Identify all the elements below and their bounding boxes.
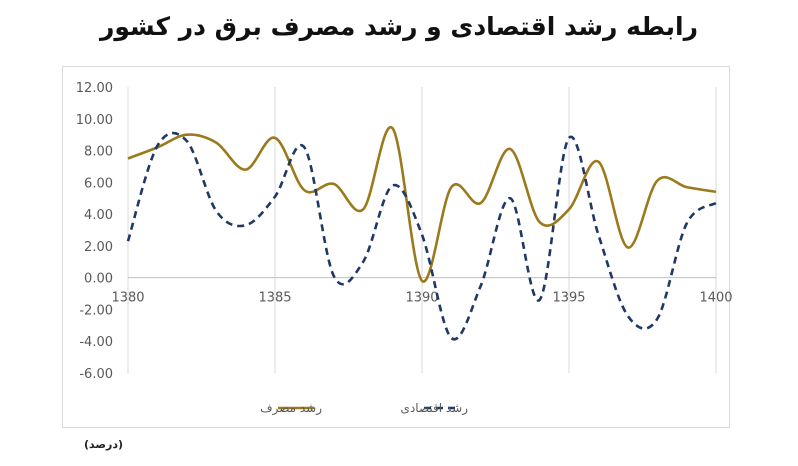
y-tick-labels: -6.00 -4.00 -2.00 0.00 2.00 4.00 6.00 8.00 10.00… xyxy=(76,81,113,382)
x-tick-label: 1380 xyxy=(111,291,144,306)
y-tick-label: -2.00 xyxy=(79,303,113,318)
legend-label: رشد مصرف xyxy=(260,401,322,416)
y-tick-label: 6.00 xyxy=(84,176,113,191)
x-tick-label: 1395 xyxy=(552,291,585,306)
chart-title: رابطه رشد اقتصادی و رشد مصرف برق در کشور xyxy=(99,12,699,41)
y-tick-label: 0.00 xyxy=(84,272,113,287)
series-lines xyxy=(126,126,717,341)
y-tick-label: 4.00 xyxy=(84,208,113,223)
economic-series-line xyxy=(126,131,717,341)
consumption-series-line xyxy=(127,126,717,283)
unit-note: (درصد) xyxy=(84,438,124,451)
chart-frame xyxy=(62,66,730,428)
gridlines xyxy=(127,87,717,373)
legend: رشد مصرف رشد اقتصادی xyxy=(260,401,468,416)
x-tick-label: 1390 xyxy=(405,291,438,306)
y-tick-label: 12.00 xyxy=(76,81,113,96)
y-tick-label: -4.00 xyxy=(79,335,113,350)
y-tick-label: -6.00 xyxy=(79,367,113,382)
x-tick-label: 1385 xyxy=(258,291,291,306)
legend-label: رشد اقتصادی xyxy=(401,401,469,416)
y-tick-label: 8.00 xyxy=(84,145,113,160)
y-tick-label: 2.00 xyxy=(84,240,113,255)
x-tick-labels: 1380 1385 1390 1395 1400 xyxy=(111,291,732,306)
x-tick-label: 1400 xyxy=(699,291,732,306)
y-tick-label: 10.00 xyxy=(76,113,113,128)
